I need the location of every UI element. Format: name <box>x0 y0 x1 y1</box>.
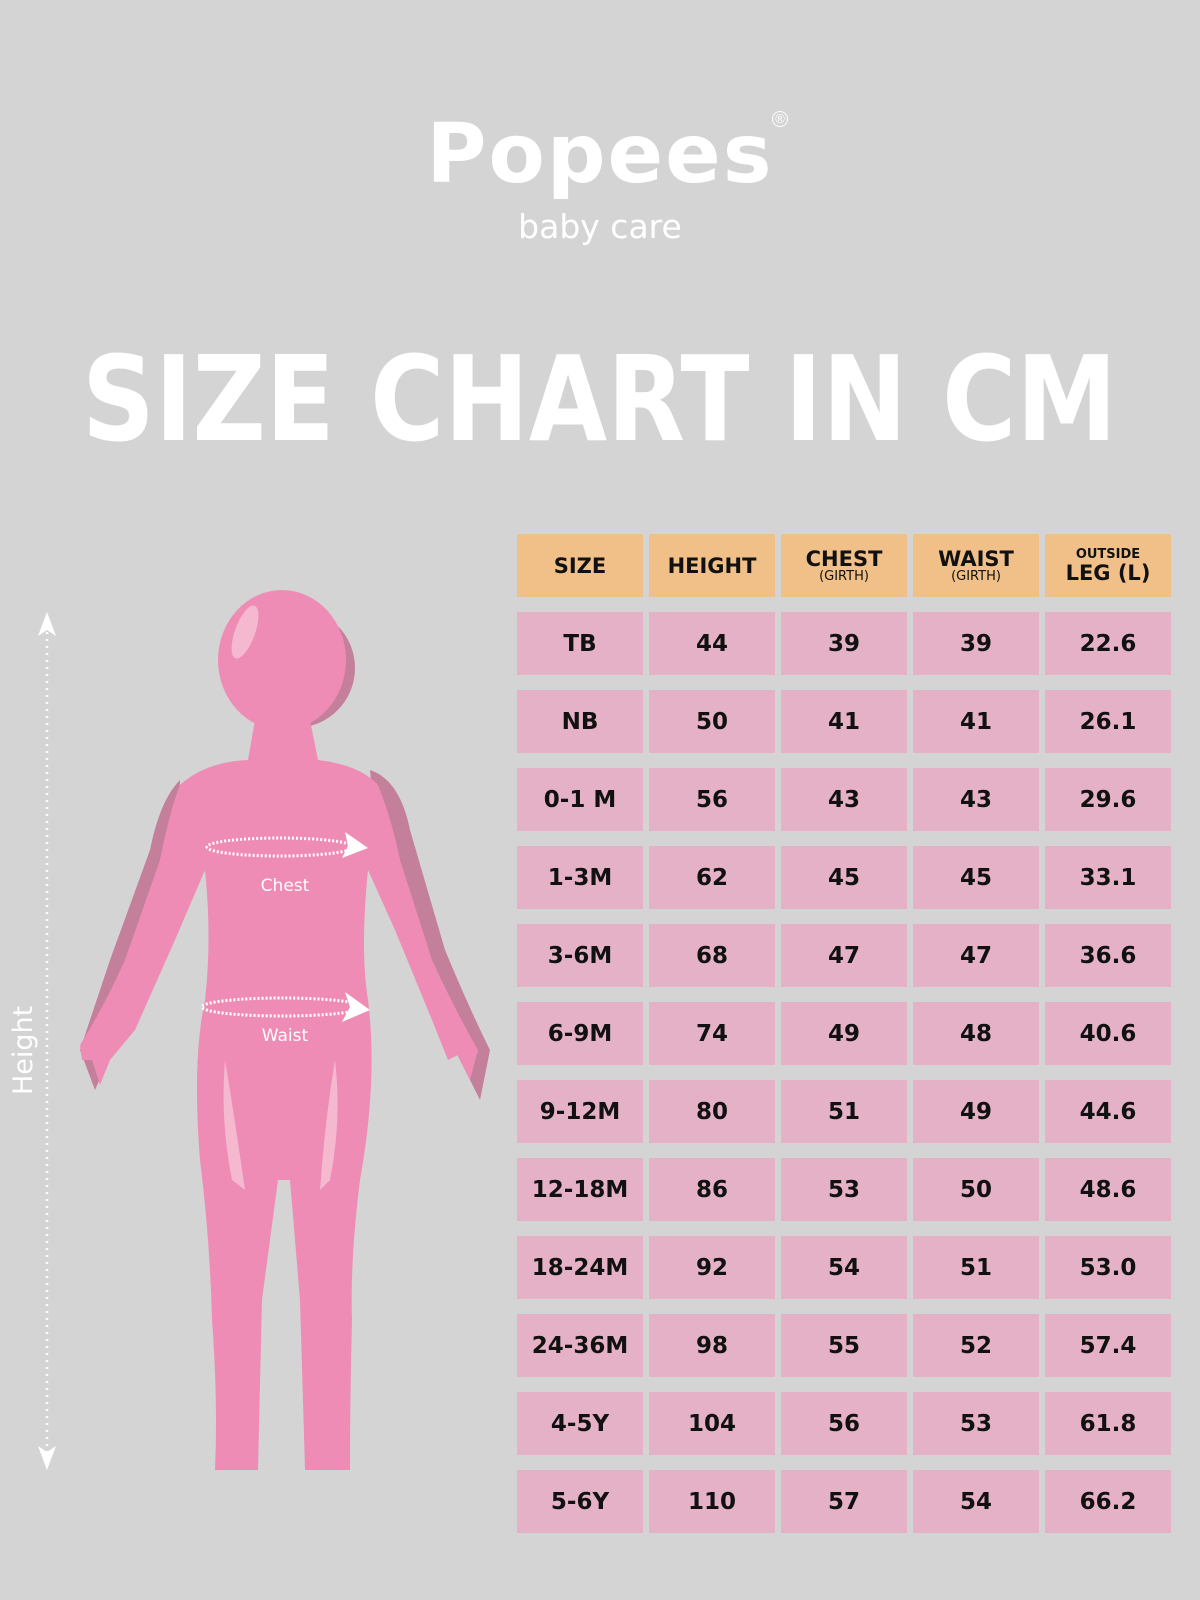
table-cell: 43 <box>913 768 1039 831</box>
table-cell: 52 <box>913 1314 1039 1377</box>
table-cell: 66.2 <box>1045 1470 1171 1533</box>
header-sub: (GIRTH) <box>819 568 869 584</box>
header-main: LEG (L) <box>1065 560 1151 585</box>
table-cell: 48 <box>913 1002 1039 1065</box>
table-cell: 3-6M <box>517 924 643 987</box>
table-cell: 110 <box>649 1470 775 1533</box>
table-cell: 53 <box>913 1392 1039 1455</box>
page-title-wrap: SIZE CHART IN CM <box>82 340 1117 450</box>
table-cell: 39 <box>913 612 1039 675</box>
column-header: CHEST (GIRTH) <box>781 534 907 597</box>
header-pre: OUTSIDE <box>1075 546 1141 562</box>
table-cell: NB <box>517 690 643 753</box>
arrow-down-icon <box>38 1446 56 1470</box>
table-cell: 24-36M <box>517 1314 643 1377</box>
header-sub: (GIRTH) <box>951 568 1001 584</box>
table-cell: 80 <box>649 1080 775 1143</box>
table-cell: 86 <box>649 1158 775 1221</box>
table-cell: 41 <box>781 690 907 753</box>
table-cell: 18-24M <box>517 1236 643 1299</box>
table-cell: 51 <box>781 1080 907 1143</box>
table-cell: 50 <box>913 1158 1039 1221</box>
table-cell: 6-9M <box>517 1002 643 1065</box>
table-cell: 57.4 <box>1045 1314 1171 1377</box>
table-cell: 51 <box>913 1236 1039 1299</box>
table-cell: 12-18M <box>517 1158 643 1221</box>
column-header: SIZE <box>517 534 643 597</box>
table-cell: 68 <box>649 924 775 987</box>
brand-name: Popees <box>426 107 774 202</box>
table-cell: 47 <box>781 924 907 987</box>
table-cell: 5-6Y <box>517 1470 643 1533</box>
table-cell: 36.6 <box>1045 924 1171 987</box>
table-cell: 55 <box>781 1314 907 1377</box>
header-main: HEIGHT <box>667 553 757 578</box>
registered-mark: ® <box>772 111 788 127</box>
table-cell: 54 <box>913 1470 1039 1533</box>
table-cell: 9-12M <box>517 1080 643 1143</box>
table-cell: 4-5Y <box>517 1392 643 1455</box>
column-header: OUTSIDE LEG (L) <box>1045 534 1171 597</box>
waist-arrow-icon <box>342 992 370 1022</box>
brand-logo: Popees ® baby care <box>400 105 800 255</box>
table-cell: 48.6 <box>1045 1158 1171 1221</box>
table-cell: 43 <box>781 768 907 831</box>
table-cell: 57 <box>781 1470 907 1533</box>
table-cell: 53.0 <box>1045 1236 1171 1299</box>
table-cell: 62 <box>649 846 775 909</box>
table-cell: 33.1 <box>1045 846 1171 909</box>
table-cell: 45 <box>781 846 907 909</box>
table-cell: 1-3M <box>517 846 643 909</box>
page-title: SIZE CHART IN CM <box>82 340 1117 450</box>
table-cell: 0-1 M <box>517 768 643 831</box>
chest-arrow-icon <box>342 832 368 858</box>
arrow-up-icon <box>38 612 56 636</box>
table-cell: 45 <box>913 846 1039 909</box>
table-cell: 29.6 <box>1045 768 1171 831</box>
table-cell: 54 <box>781 1236 907 1299</box>
table-cell: 61.8 <box>1045 1392 1171 1455</box>
chest-label: Chest <box>261 876 310 896</box>
table-cell: 49 <box>913 1080 1039 1143</box>
table-cell: 56 <box>781 1392 907 1455</box>
table-cell: 98 <box>649 1314 775 1377</box>
table-cell: 47 <box>913 924 1039 987</box>
mannequin-highlight <box>223 605 338 1190</box>
header-main: WAIST <box>938 546 1014 571</box>
table-cell: 50 <box>649 690 775 753</box>
height-label: Height <box>8 1006 39 1095</box>
table-cell: 26.1 <box>1045 690 1171 753</box>
table-cell: 104 <box>649 1392 775 1455</box>
table-cell: TB <box>517 612 643 675</box>
table-cell: 39 <box>781 612 907 675</box>
table-cell: 44.6 <box>1045 1080 1171 1143</box>
header-main: CHEST <box>805 546 883 571</box>
column-header: WAIST (GIRTH) <box>913 534 1039 597</box>
table-cell: 74 <box>649 1002 775 1065</box>
table-cell: 92 <box>649 1236 775 1299</box>
mannequin-figure: Height Chest Waist <box>8 590 490 1470</box>
table-cell: 40.6 <box>1045 1002 1171 1065</box>
table-cell: 49 <box>781 1002 907 1065</box>
header-main: SIZE <box>553 553 607 578</box>
table-cell: 44 <box>649 612 775 675</box>
waist-label: Waist <box>262 1026 309 1046</box>
table-cell: 56 <box>649 768 775 831</box>
table-cell: 41 <box>913 690 1039 753</box>
column-header: HEIGHT <box>649 534 775 597</box>
brand-tagline: baby care <box>518 207 682 246</box>
table-cell: 22.6 <box>1045 612 1171 675</box>
table-cell: 53 <box>781 1158 907 1221</box>
